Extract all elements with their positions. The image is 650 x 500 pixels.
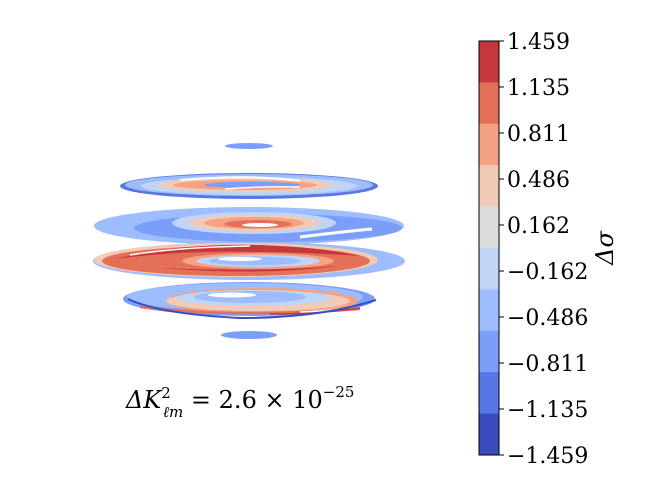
colorbar-tick-label: −1.135 [507,398,588,423]
colorbar-segment [479,248,499,290]
colorbar-tick-label: −0.811 [507,352,588,377]
colorbar-segment [479,413,499,456]
colorbar-segment [479,206,499,249]
colorbar-segment [479,330,499,373]
colorbar-segment [479,41,499,83]
contour-band-upper [120,173,378,199]
contour-top-cap [225,143,273,149]
colorbar-tick-label: 1.135 [507,76,570,101]
colorbar-tick-label: −0.486 [507,306,588,331]
colorbar-label: Δσ [591,231,619,266]
colorbar-tick-label: 1.459 [507,30,570,55]
colorbar-tick-label: 0.162 [507,214,570,239]
colorbar-ticks: 1.459 1.135 0.811 0.486 0.162 −0.162 −0.486 −0.… [499,30,588,469]
colorbar-tick-label: 0.811 [507,122,570,147]
colorbar-segment [479,123,499,166]
contour-bottom-cap [221,331,277,339]
colorbar [478,40,500,456]
contour-band-2 [94,207,404,245]
contour-band-3 [93,242,405,280]
annotation-text: ΔK2 ℓm = 2.6 × 10−25 [125,383,354,421]
colorbar-tick-label: −0.162 [507,260,588,285]
colorbar-segment [479,165,499,208]
colorbar-segment [479,372,499,415]
contour-band-4 [123,282,377,320]
colorbar-segment [479,289,499,332]
contour-plot [93,143,405,339]
colorbar-segment [479,82,499,125]
colorbar-tick-label: 0.486 [507,168,570,193]
colorbar-frame [478,40,500,456]
colorbar-tick-label: −1.459 [507,444,588,469]
